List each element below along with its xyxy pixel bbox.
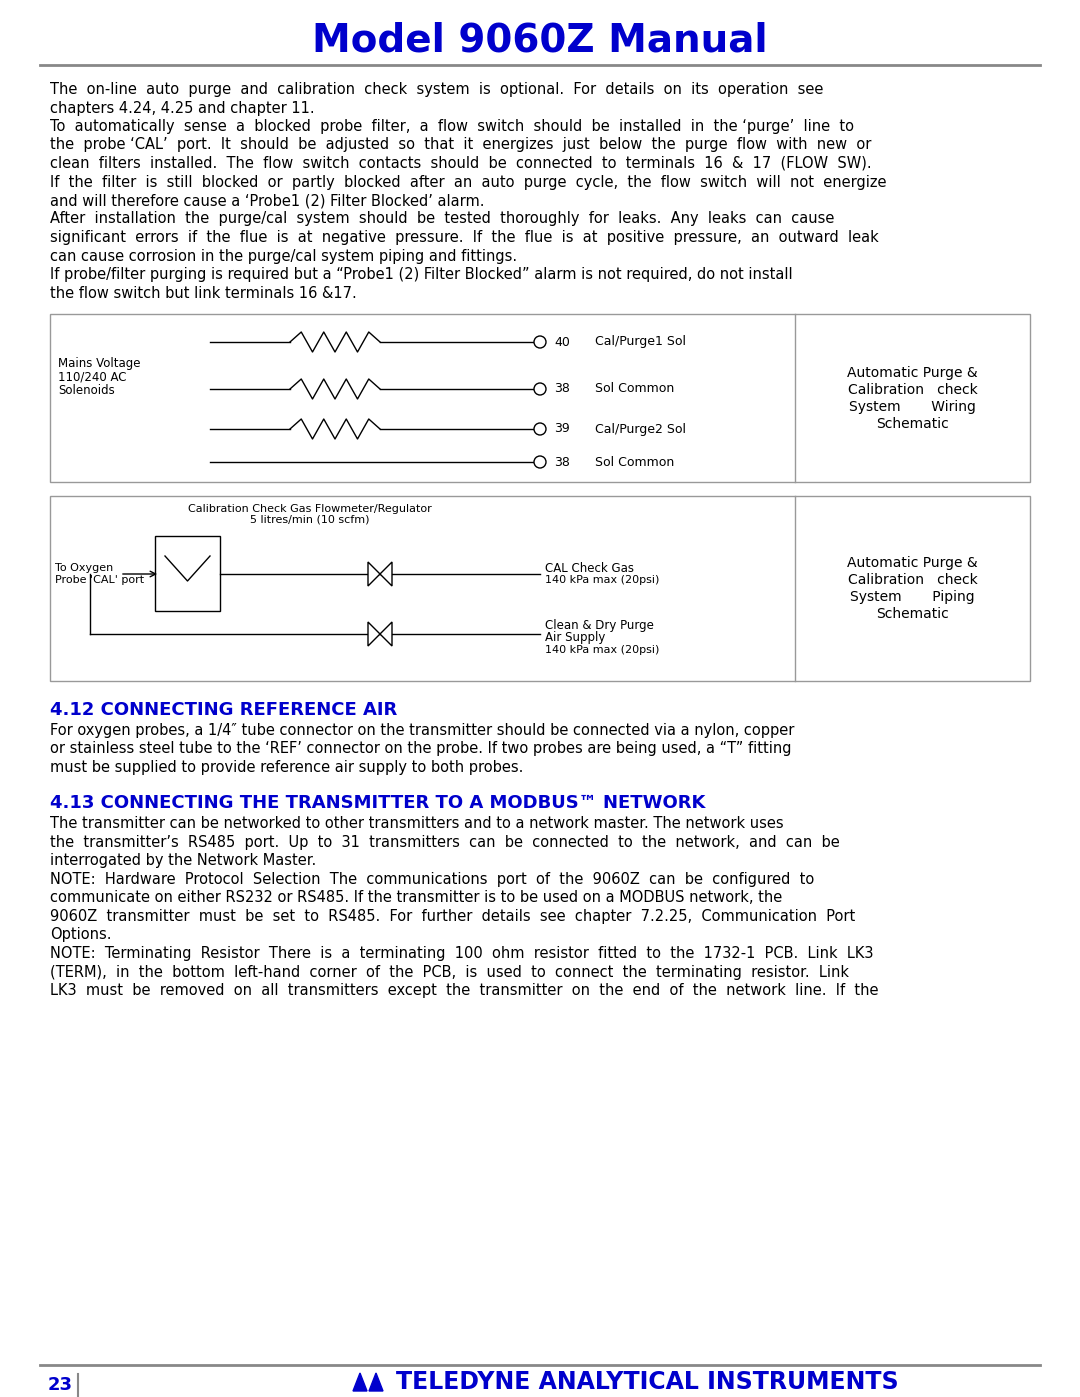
Text: can cause corrosion in the purge/cal system piping and fittings.: can cause corrosion in the purge/cal sys… <box>50 249 517 264</box>
Text: TELEDYNE ANALYTICAL INSTRUMENTS: TELEDYNE ANALYTICAL INSTRUMENTS <box>396 1370 899 1394</box>
Text: Options.: Options. <box>50 928 111 943</box>
Text: Calibration   check: Calibration check <box>848 383 977 397</box>
Text: 4.13 CONNECTING THE TRANSMITTER TO A MODBUS™ NETWORK: 4.13 CONNECTING THE TRANSMITTER TO A MOD… <box>50 795 705 813</box>
Text: 39: 39 <box>554 422 570 436</box>
Text: significant  errors  if  the  flue  is  at  negative  pressure.  If  the  flue  : significant errors if the flue is at neg… <box>50 231 879 244</box>
Text: clean  filters  installed.  The  flow  switch  contacts  should  be  connected  : clean filters installed. The flow switch… <box>50 156 872 170</box>
Text: To  automatically  sense  a  blocked  probe  filter,  a  flow  switch  should  b: To automatically sense a blocked probe f… <box>50 119 854 134</box>
Text: (TERM),  in  the  bottom  left-hand  corner  of  the  PCB,  is  used  to  connec: (TERM), in the bottom left-hand corner o… <box>50 964 849 979</box>
Text: Automatic Purge &: Automatic Purge & <box>847 556 977 570</box>
Text: LK3  must  be  removed  on  all  transmitters  except  the  transmitter  on  the: LK3 must be removed on all transmitters … <box>50 983 878 997</box>
Text: communicate on either RS232 or RS485. If the transmitter is to be used on a MODB: communicate on either RS232 or RS485. If… <box>50 890 782 905</box>
Text: 110/240 AC: 110/240 AC <box>58 370 126 384</box>
Text: interrogated by the Network Master.: interrogated by the Network Master. <box>50 854 316 869</box>
Bar <box>50 496 1030 680</box>
Circle shape <box>534 455 546 468</box>
Text: and will therefore cause a ‘Probe1 (2) Filter Blocked’ alarm.: and will therefore cause a ‘Probe1 (2) F… <box>50 193 485 208</box>
Text: Mains Voltage: Mains Voltage <box>58 358 140 370</box>
Polygon shape <box>368 622 380 645</box>
Text: the  transmitter’s  RS485  port.  Up  to  31  transmitters  can  be  connected  : the transmitter’s RS485 port. Up to 31 t… <box>50 835 840 849</box>
Text: Automatic Purge &: Automatic Purge & <box>847 366 977 380</box>
Text: Model 9060Z Manual: Model 9060Z Manual <box>312 21 768 59</box>
Text: Calibration Check Gas Flowmeter/Regulator: Calibration Check Gas Flowmeter/Regulato… <box>188 504 432 514</box>
Bar <box>156 536 220 610</box>
Text: must be supplied to provide reference air supply to both probes.: must be supplied to provide reference ai… <box>50 760 524 775</box>
Text: System       Wiring: System Wiring <box>849 400 976 414</box>
Text: Probe 'CAL' port: Probe 'CAL' port <box>55 576 144 585</box>
Text: 23: 23 <box>48 1376 73 1394</box>
Text: The transmitter can be networked to other transmitters and to a network master. : The transmitter can be networked to othe… <box>50 816 784 831</box>
Text: Cal/Purge2 Sol: Cal/Purge2 Sol <box>595 422 686 436</box>
Polygon shape <box>368 562 380 585</box>
Text: Solenoids: Solenoids <box>58 384 114 397</box>
Polygon shape <box>353 1373 367 1391</box>
Text: 38: 38 <box>554 455 570 468</box>
Text: NOTE:  Hardware  Protocol  Selection  The  communications  port  of  the  9060Z : NOTE: Hardware Protocol Selection The co… <box>50 872 814 887</box>
Bar <box>50 314 1030 482</box>
Text: 140 kPa max (20psi): 140 kPa max (20psi) <box>545 576 660 585</box>
Text: Schematic: Schematic <box>876 608 949 622</box>
Text: Schematic: Schematic <box>876 416 949 430</box>
Text: If probe/filter purging is required but a “Probe1 (2) Filter Blocked” alarm is n: If probe/filter purging is required but … <box>50 267 793 282</box>
Polygon shape <box>380 562 392 585</box>
Text: NOTE:  Terminating  Resistor  There  is  a  terminating  100  ohm  resistor  fit: NOTE: Terminating Resistor There is a te… <box>50 946 874 961</box>
Text: Sol Common: Sol Common <box>595 383 674 395</box>
Text: the  probe ‘CAL’  port.  It  should  be  adjusted  so  that  it  energizes  just: the probe ‘CAL’ port. It should be adjus… <box>50 137 872 152</box>
Text: 5 litres/min (10 scfm): 5 litres/min (10 scfm) <box>251 515 369 525</box>
Polygon shape <box>380 622 392 645</box>
Text: After  installation  the  purge/cal  system  should  be  tested  thoroughly  for: After installation the purge/cal system … <box>50 211 835 226</box>
Text: or stainless steel tube to the ‘REF’ connector on the probe. If two probes are b: or stainless steel tube to the ‘REF’ con… <box>50 742 792 757</box>
Text: 40: 40 <box>554 335 570 348</box>
Circle shape <box>534 423 546 434</box>
Text: 38: 38 <box>554 383 570 395</box>
Circle shape <box>534 337 546 348</box>
Text: 9060Z  transmitter  must  be  set  to  RS485.  For  further  details  see  chapt: 9060Z transmitter must be set to RS485. … <box>50 909 855 923</box>
Text: CAL Check Gas: CAL Check Gas <box>545 562 634 574</box>
Text: chapters 4.24, 4.25 and chapter 11.: chapters 4.24, 4.25 and chapter 11. <box>50 101 314 116</box>
Text: Sol Common: Sol Common <box>595 455 674 468</box>
Text: System       Piping: System Piping <box>850 590 975 604</box>
Text: Air Supply: Air Supply <box>545 631 606 644</box>
Circle shape <box>534 383 546 395</box>
Text: To Oxygen: To Oxygen <box>55 563 113 573</box>
Text: Calibration   check: Calibration check <box>848 573 977 587</box>
Text: The  on-line  auto  purge  and  calibration  check  system  is  optional.  For  : The on-line auto purge and calibration c… <box>50 82 823 96</box>
Text: 140 kPa max (20psi): 140 kPa max (20psi) <box>545 645 660 655</box>
Text: 4.12 CONNECTING REFERENCE AIR: 4.12 CONNECTING REFERENCE AIR <box>50 701 397 719</box>
Text: Cal/Purge1 Sol: Cal/Purge1 Sol <box>595 335 686 348</box>
Polygon shape <box>369 1373 383 1391</box>
Text: If  the  filter  is  still  blocked  or  partly  blocked  after  an  auto  purge: If the filter is still blocked or partly… <box>50 175 887 190</box>
Text: Clean & Dry Purge: Clean & Dry Purge <box>545 619 653 633</box>
Text: the flow switch but link terminals 16 &17.: the flow switch but link terminals 16 &1… <box>50 285 356 300</box>
Text: For oxygen probes, a 1/4″ tube connector on the transmitter should be connected : For oxygen probes, a 1/4″ tube connector… <box>50 724 795 738</box>
